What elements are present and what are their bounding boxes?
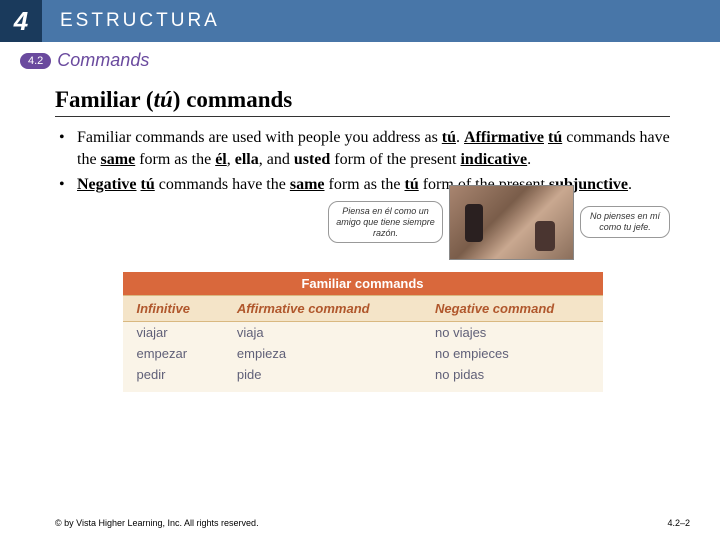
- header-title: ESTRUCTURA: [60, 10, 220, 32]
- table-header: Infinitive: [123, 295, 223, 321]
- title-post: ) commands: [173, 87, 292, 112]
- subheader: 4.2 Commands: [0, 42, 720, 79]
- speech-left: Piensa en él como un amigo que tiene sie…: [328, 201, 443, 243]
- table-cell: pedir: [123, 364, 223, 392]
- table-header: Negative command: [421, 295, 603, 321]
- table-cell: no viajes: [421, 321, 603, 343]
- table-cell: no pidas: [421, 364, 603, 392]
- table-header: Affirmative command: [223, 295, 421, 321]
- bullet-item: Negative tú commands have the same form …: [55, 174, 670, 196]
- table-cell: empieza: [223, 343, 421, 364]
- table-cell: viajar: [123, 321, 223, 343]
- section-badge: 4.2: [20, 53, 51, 69]
- page-title: Familiar (tú) commands: [55, 87, 670, 117]
- subheader-text: Commands: [57, 50, 149, 71]
- bullet-item: Familiar commands are used with people y…: [55, 127, 670, 170]
- photo-placeholder: [449, 185, 574, 260]
- table-cell: pide: [223, 364, 421, 392]
- table-row: empezarempiezano empieces: [123, 343, 603, 364]
- footer: © by Vista Higher Learning, Inc. All rig…: [55, 518, 690, 528]
- speech-right: No pienses en mí como tu jefe.: [580, 206, 670, 238]
- table-row: pedirpideno pidas: [123, 364, 603, 392]
- commands-table: Familiar commands InfinitiveAffirmative …: [123, 272, 603, 392]
- table-body: InfinitiveAffirmative commandNegative co…: [123, 295, 603, 392]
- header-bar: 4 ESTRUCTURA: [0, 0, 720, 42]
- table-cell: empezar: [123, 343, 223, 364]
- page-number: 4.2–2: [667, 518, 690, 528]
- title-ital: tú: [154, 87, 173, 112]
- copyright: © by Vista Higher Learning, Inc. All rig…: [55, 518, 259, 528]
- table-row: viajarviajano viajes: [123, 321, 603, 343]
- table-header-row: InfinitiveAffirmative commandNegative co…: [123, 295, 603, 321]
- content-area: Familiar (tú) commands Familiar commands…: [0, 79, 720, 392]
- table-cell: viaja: [223, 321, 421, 343]
- chapter-number: 4: [0, 0, 42, 42]
- table-title: Familiar commands: [123, 272, 603, 295]
- image-row: Piensa en él como un amigo que tiene sie…: [55, 185, 670, 260]
- bullet-list: Familiar commands are used with people y…: [55, 127, 670, 196]
- table-cell: no empieces: [421, 343, 603, 364]
- title-pre: Familiar (: [55, 87, 154, 112]
- table-rows: viajarviajano viajesempezarempiezano emp…: [123, 321, 603, 392]
